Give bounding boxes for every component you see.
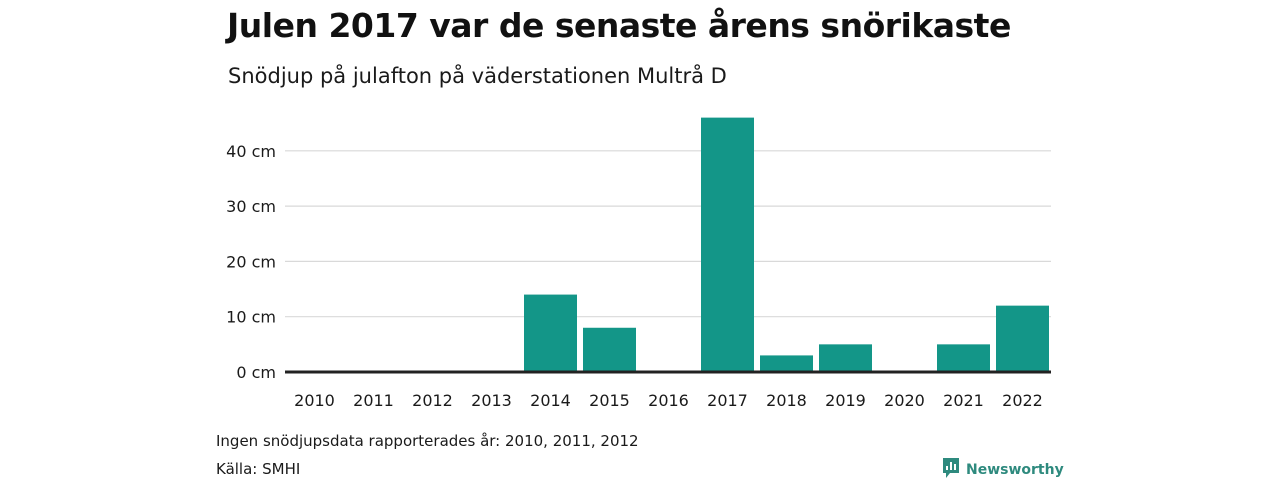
x-tick-label: 2021 [943,391,984,410]
source-label: Källa: SMHI [216,460,301,478]
x-tick-label: 2011 [353,391,394,410]
bar-2015 [583,327,636,372]
data-note: Ingen snödjupsdata rapporterades år: 201… [216,432,639,450]
chart-title: Julen 2017 var de senaste årens snörikas… [227,6,1011,45]
x-tick-label: 2014 [530,391,571,410]
bar-2014 [524,294,577,372]
y-tick-label: 0 cm [236,363,276,382]
x-tick-label: 2012 [412,391,453,410]
newsworthy-brand[interactable]: Newsworthy [942,457,1064,483]
x-tick-label: 2015 [589,391,630,410]
x-tick-label: 2017 [707,391,748,410]
y-tick-label: 10 cm [226,308,276,327]
chart-subtitle: Snödjup på julafton på väderstationen Mu… [228,64,727,88]
x-axis-tick-labels: 2010 2011 2012 2013 2014 2015 2016 2017 2018 2019… [294,391,1043,410]
x-tick-label: 2013 [471,391,512,410]
y-axis-tick-labels: 0 cm 10 cm 20 cm 30 cm 40 cm [226,142,276,382]
bar-2021 [937,344,990,372]
x-tick-label: 2020 [884,391,925,410]
bar-2017 [701,117,754,373]
gridlines [285,150,1051,318]
bars [524,117,1049,373]
bar-2018 [760,355,813,372]
x-tick-label: 2016 [648,391,689,410]
x-tick-label: 2022 [1002,391,1043,410]
x-tick-label: 2019 [825,391,866,410]
y-tick-label: 30 cm [226,197,276,216]
x-tick-label: 2018 [766,391,807,410]
bar-2019 [819,344,872,372]
bar-2022 [996,305,1049,372]
newsworthy-logo-icon [942,457,960,483]
y-tick-label: 40 cm [226,142,276,161]
x-tick-label: 2010 [294,391,335,410]
brand-name: Newsworthy [966,462,1064,478]
y-tick-label: 20 cm [226,252,276,271]
